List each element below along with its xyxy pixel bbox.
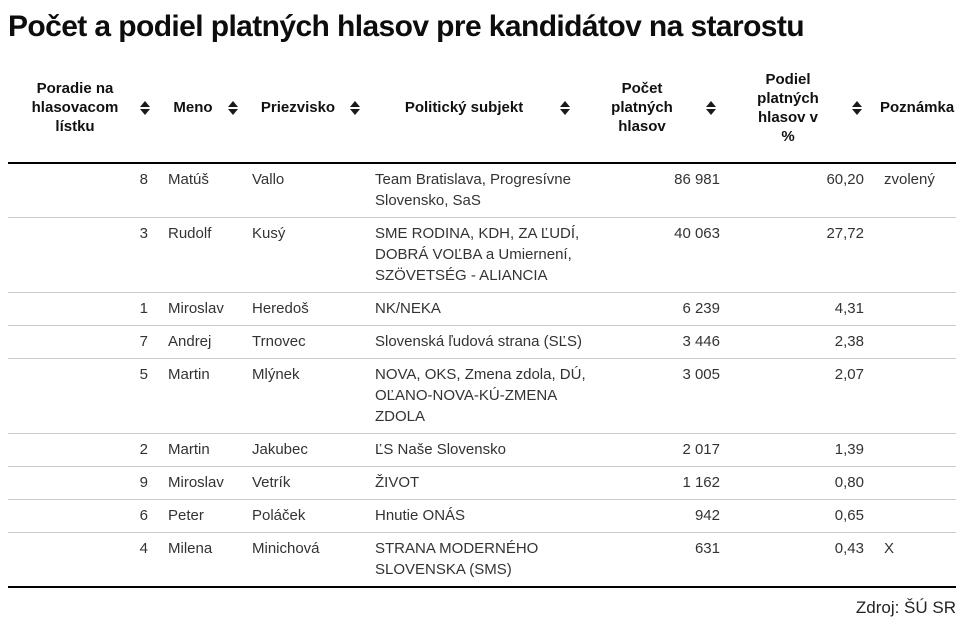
cell-politicky-subjekt: SME RODINA, KDH, ZA ĽUDÍ, DOBRÁ VOĽBA a … bbox=[366, 217, 579, 293]
column-header-politicky-subjekt[interactable]: Politický subjekt bbox=[366, 65, 576, 164]
column-header-poradie[interactable]: Poradie na hlasovacom lístku bbox=[8, 65, 156, 164]
sort-arrows-icon bbox=[350, 100, 360, 115]
cell-poznamka bbox=[868, 325, 956, 359]
column-header-priezvisko[interactable]: Priezvisko bbox=[244, 65, 366, 164]
table-row: 1 Miroslav Heredoš NK/NEKA 6 239 4,31 bbox=[8, 292, 956, 326]
cell-meno: Milena bbox=[156, 532, 244, 588]
table-row: 6 Peter Poláček Hnutie ONÁS 942 0,65 bbox=[8, 499, 956, 533]
cell-poznamka bbox=[868, 292, 956, 326]
cell-meno: Martin bbox=[156, 358, 244, 434]
cell-poradie: 4 bbox=[8, 532, 156, 588]
cell-meno: Miroslav bbox=[156, 292, 244, 326]
cell-meno: Peter bbox=[156, 499, 244, 533]
page-title: Počet a podiel platných hlasov pre kandi… bbox=[8, 10, 805, 43]
cell-politicky-subjekt: ŽIVOT bbox=[366, 466, 576, 500]
cell-pocet-platnych-hlasov: 1 162 bbox=[576, 466, 722, 500]
cell-poznamka bbox=[868, 433, 956, 467]
cell-priezvisko: Trnovec bbox=[244, 325, 366, 359]
cell-priezvisko: Jakubec bbox=[244, 433, 366, 467]
cell-poradie: 3 bbox=[8, 217, 156, 293]
cell-pocet-platnych-hlasov: 3 446 bbox=[576, 325, 722, 359]
cell-poradie: 7 bbox=[8, 325, 156, 359]
column-header-label: Priezvisko bbox=[260, 99, 336, 116]
table-row: 3 Rudolf Kusý SME RODINA, KDH, ZA ĽUDÍ, DOB… bbox=[8, 217, 956, 293]
cell-podiel-platnych-hlasov: 60,20 bbox=[722, 162, 868, 218]
cell-poradie: 8 bbox=[8, 162, 156, 218]
cell-politicky-subjekt: Slovenská ľudová strana (SĽS) bbox=[366, 325, 582, 359]
cell-priezvisko: Vallo bbox=[244, 162, 366, 218]
cell-pocet-platnych-hlasov: 6 239 bbox=[576, 292, 722, 326]
table-body: 8 Matúš Vallo Team Bratislava, Progresívne … bbox=[8, 162, 956, 588]
cell-podiel-platnych-hlasov: 2,07 bbox=[722, 358, 868, 434]
table-row: 9 Miroslav Vetrík ŽIVOT 1 162 0,80 bbox=[8, 466, 956, 500]
cell-meno: Andrej bbox=[156, 325, 244, 359]
cell-poznamka: zvolený bbox=[868, 162, 956, 218]
cell-priezvisko: Vetrík bbox=[244, 466, 366, 500]
column-header-label: Počet platných hlasov bbox=[611, 80, 673, 135]
sort-arrows-icon bbox=[228, 100, 238, 115]
table-row: 7 Andrej Trnovec Slovenská ľudová strana (S… bbox=[8, 325, 956, 359]
cell-politicky-subjekt: ĽS Naše Slovensko bbox=[366, 433, 576, 467]
cell-pocet-platnych-hlasov: 86 981 bbox=[576, 162, 722, 218]
sort-arrows-icon bbox=[560, 100, 570, 115]
table-row: 8 Matúš Vallo Team Bratislava, Progresívne … bbox=[8, 162, 956, 218]
cell-priezvisko: Minichová bbox=[244, 532, 366, 588]
column-header-label: Politický subjekt bbox=[404, 99, 524, 116]
column-header-meno[interactable]: Meno bbox=[156, 65, 244, 164]
cell-poradie: 2 bbox=[8, 433, 156, 467]
column-header-pocet-platnych-hlasov[interactable]: Počet platných hlasov bbox=[576, 65, 722, 164]
column-header-poznamka: Poznámka bbox=[868, 65, 956, 164]
results-table: Poradie na hlasovacom lístku Meno Priezvis… bbox=[8, 65, 956, 588]
cell-poradie: 9 bbox=[8, 466, 156, 500]
cell-meno: Matúš bbox=[156, 162, 244, 218]
cell-poradie: 5 bbox=[8, 358, 156, 434]
cell-podiel-platnych-hlasov: 27,72 bbox=[722, 217, 868, 293]
cell-meno: Rudolf bbox=[156, 217, 244, 293]
table-header-row: Poradie na hlasovacom lístku Meno Priezvis… bbox=[8, 65, 956, 164]
sort-arrows-icon bbox=[140, 100, 150, 115]
cell-poznamka: X bbox=[868, 532, 956, 588]
cell-podiel-platnych-hlasov: 4,31 bbox=[722, 292, 868, 326]
cell-pocet-platnych-hlasov: 942 bbox=[576, 499, 722, 533]
cell-meno: Miroslav bbox=[156, 466, 244, 500]
cell-podiel-platnych-hlasov: 0,80 bbox=[722, 466, 868, 500]
cell-podiel-platnych-hlasov: 2,38 bbox=[722, 325, 868, 359]
cell-meno: Martin bbox=[156, 433, 244, 467]
sort-arrows-icon bbox=[706, 100, 716, 115]
cell-pocet-platnych-hlasov: 40 063 bbox=[576, 217, 722, 293]
cell-politicky-subjekt: Team Bratislava, Progresívne Slovensko, … bbox=[366, 162, 576, 218]
sort-arrows-icon bbox=[852, 100, 862, 115]
table-row: 4 Milena Minichová STRANA MODERNÉHO SLOVENS… bbox=[8, 532, 956, 588]
cell-poznamka bbox=[868, 217, 956, 293]
cell-podiel-platnych-hlasov: 1,39 bbox=[722, 433, 868, 467]
source-note: Zdroj: ŠÚ SR bbox=[855, 597, 956, 617]
column-header-label: Poradie na hlasovacom lístku bbox=[31, 80, 119, 135]
table-row: 5 Martin Mlýnek NOVA, OKS, Zmena zdola, DÚ,… bbox=[8, 358, 956, 434]
cell-politicky-subjekt: STRANA MODERNÉHO SLOVENSKA (SMS) bbox=[366, 532, 576, 588]
column-header-label: Poznámka bbox=[880, 99, 955, 116]
cell-priezvisko: Heredoš bbox=[244, 292, 366, 326]
cell-poznamka bbox=[868, 358, 956, 434]
column-header-podiel-platnych-hlasov[interactable]: Podiel platných hlasov v % bbox=[722, 65, 868, 164]
column-header-label: Meno bbox=[173, 99, 213, 116]
cell-podiel-platnych-hlasov: 0,43 bbox=[722, 532, 868, 588]
cell-priezvisko: Kusý bbox=[244, 217, 366, 293]
cell-pocet-platnych-hlasov: 3 005 bbox=[576, 358, 722, 434]
table-row: 2 Martin Jakubec ĽS Naše Slovensko 2 017 1,39 bbox=[8, 433, 956, 467]
cell-podiel-platnych-hlasov: 0,65 bbox=[722, 499, 868, 533]
cell-poradie: 6 bbox=[8, 499, 156, 533]
cell-politicky-subjekt: Hnutie ONÁS bbox=[366, 499, 576, 533]
cell-poradie: 1 bbox=[8, 292, 156, 326]
cell-poznamka bbox=[868, 499, 956, 533]
cell-priezvisko: Poláček bbox=[244, 499, 366, 533]
cell-pocet-platnych-hlasov: 2 017 bbox=[576, 433, 722, 467]
cell-politicky-subjekt: NK/NEKA bbox=[366, 292, 576, 326]
column-header-label: Podiel platných hlasov v % bbox=[757, 70, 819, 145]
cell-politicky-subjekt: NOVA, OKS, Zmena zdola, DÚ, OĽANO-NOVA-K… bbox=[366, 358, 586, 434]
cell-poznamka bbox=[868, 466, 956, 500]
cell-priezvisko: Mlýnek bbox=[244, 358, 366, 434]
cell-pocet-platnych-hlasov: 631 bbox=[576, 532, 722, 588]
